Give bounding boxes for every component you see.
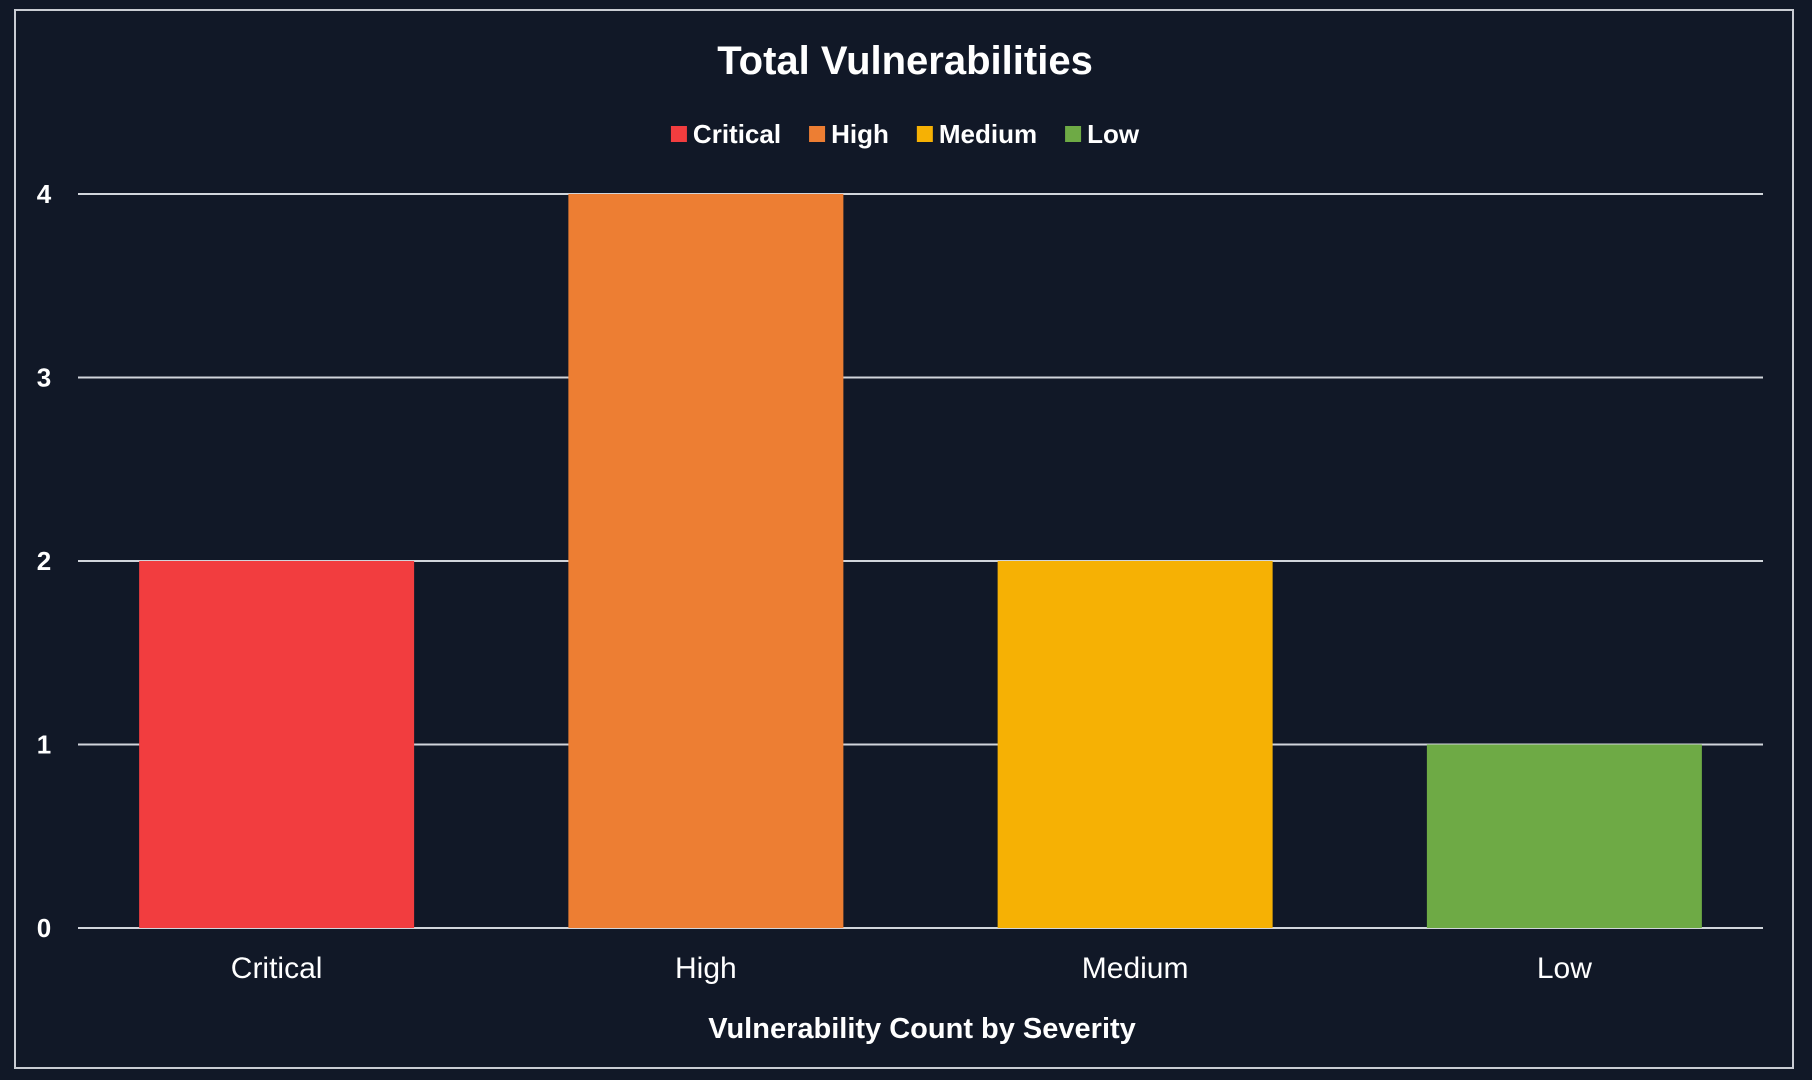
x-axis-label: Vulnerability Count by Severity (708, 1013, 1136, 1045)
bar-high (568, 194, 844, 928)
legend-swatch (1065, 126, 1082, 142)
bar-low (1426, 744, 1702, 928)
legend-swatch (670, 126, 687, 142)
bar-critical (139, 561, 415, 928)
bars (139, 194, 1702, 928)
y-axis-ticks: 0 1 2 3 4 (37, 179, 52, 943)
x-tick-label: High (675, 952, 737, 985)
y-tick-label: 1 (37, 730, 51, 760)
y-tick-label: 0 (37, 913, 51, 943)
chart-title: Total Vulnerabilities (717, 39, 1093, 83)
y-tick-label: 4 (37, 179, 52, 209)
x-tick-label: Low (1537, 952, 1592, 985)
legend: Critical High Medium Low (670, 119, 1140, 149)
legend-label: High (831, 119, 889, 149)
x-axis-ticks: Critical High Medium Low (231, 952, 1592, 985)
bar-medium (997, 561, 1273, 928)
legend-swatch (916, 126, 933, 142)
legend-label: Low (1087, 119, 1140, 149)
x-tick-label: Critical (231, 952, 323, 985)
y-tick-label: 3 (37, 363, 51, 393)
legend-label: Medium (939, 119, 1037, 149)
y-tick-label: 2 (37, 546, 51, 576)
legend-label: Critical (693, 119, 781, 149)
legend-swatch (809, 126, 826, 142)
x-tick-label: Medium (1082, 952, 1189, 985)
